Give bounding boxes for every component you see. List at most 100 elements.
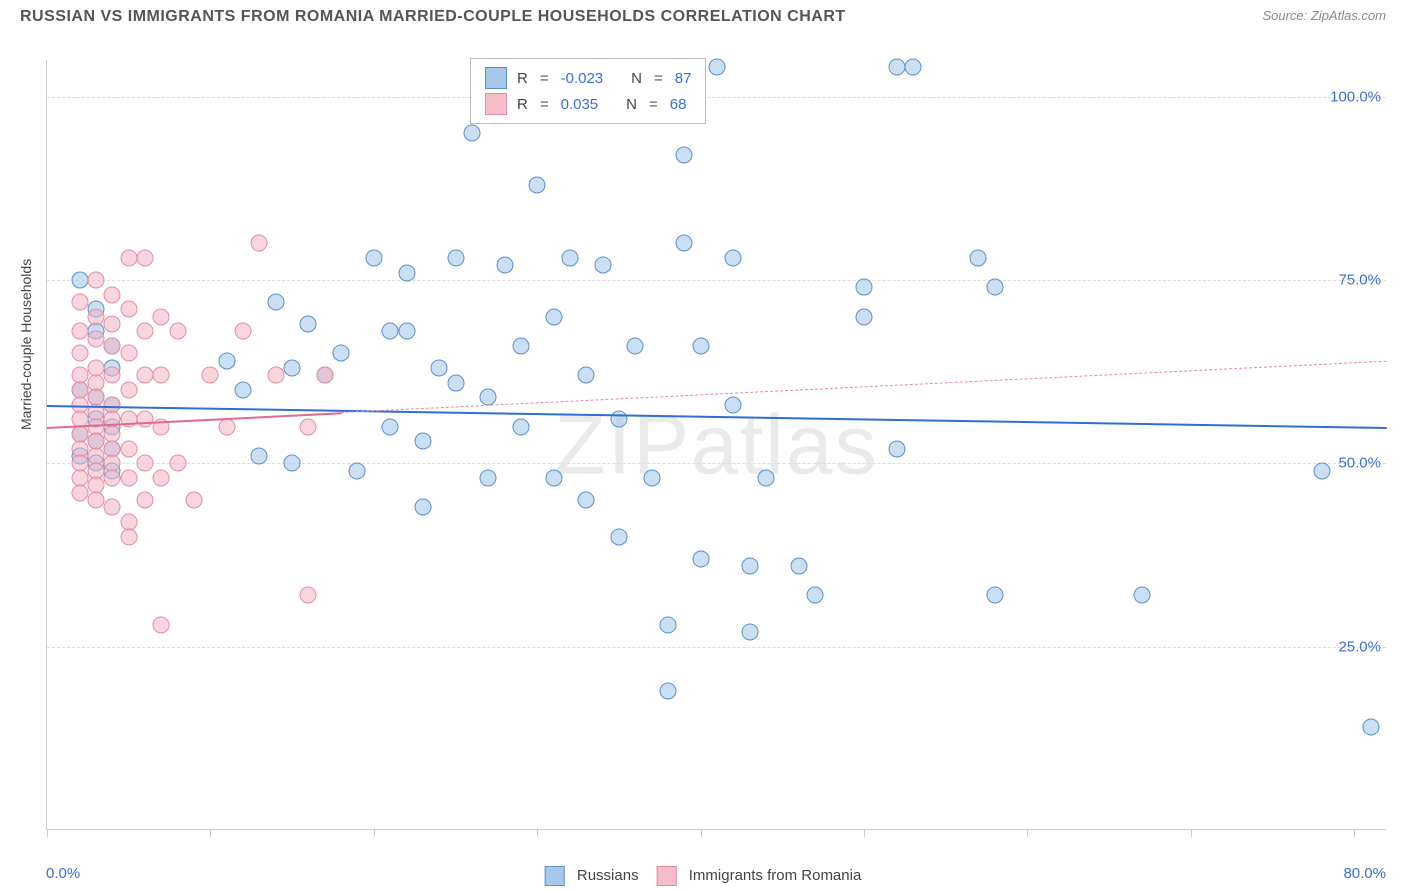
scatter-point-russians: [1362, 719, 1379, 736]
scatter-point-russians: [790, 558, 807, 575]
grid-line: [47, 647, 1386, 648]
x-tick-label-right: 80.0%: [1343, 865, 1386, 882]
scatter-point-russians: [578, 367, 595, 384]
stats-n-value-russians: 87: [675, 70, 692, 87]
trend-line: [341, 361, 1387, 413]
scatter-point-russians: [267, 294, 284, 311]
scatter-point-russians: [251, 448, 268, 465]
scatter-point-russians: [463, 125, 480, 142]
scatter-point-russians: [1133, 587, 1150, 604]
scatter-point-romania: [202, 367, 219, 384]
scatter-point-russians: [692, 550, 709, 567]
scatter-point-romania: [169, 455, 186, 472]
scatter-point-romania: [137, 492, 154, 509]
scatter-point-russians: [496, 257, 513, 274]
scatter-point-russians: [676, 147, 693, 164]
chart-container: Married-couple Households ZIPatlas R = -…: [0, 30, 1406, 892]
scatter-point-romania: [120, 345, 137, 362]
scatter-point-russians: [512, 418, 529, 435]
scatter-point-russians: [480, 389, 497, 406]
scatter-point-russians: [676, 235, 693, 252]
x-tick-label-left: 0.0%: [46, 865, 80, 882]
scatter-point-russians: [545, 470, 562, 487]
scatter-point-russians: [1313, 462, 1330, 479]
chart-header: RUSSIAN VS IMMIGRANTS FROM ROMANIA MARRI…: [0, 0, 1406, 26]
scatter-point-russians: [300, 316, 317, 333]
scatter-point-romania: [71, 323, 88, 340]
scatter-point-romania: [88, 492, 105, 509]
scatter-point-russians: [529, 176, 546, 193]
legend-item-romania: Immigrants from Romania: [657, 866, 862, 886]
scatter-point-russians: [545, 308, 562, 325]
stats-r-label: R: [517, 70, 528, 87]
scatter-point-romania: [88, 272, 105, 289]
x-tick: [1354, 829, 1355, 837]
stats-eq: =: [540, 70, 549, 87]
stats-n-label: N: [631, 70, 642, 87]
scatter-point-russians: [856, 279, 873, 296]
stats-n-label: N: [626, 96, 637, 113]
swatch-romania: [485, 93, 507, 115]
scatter-point-romania: [104, 316, 121, 333]
stats-r-value-romania: 0.035: [561, 96, 599, 113]
scatter-point-romania: [120, 382, 137, 399]
scatter-point-russians: [986, 279, 1003, 296]
grid-line: [47, 97, 1386, 98]
chart-source: Source: ZipAtlas.com: [1262, 8, 1386, 23]
scatter-point-romania: [267, 367, 284, 384]
grid-line: [47, 280, 1386, 281]
scatter-point-russians: [725, 396, 742, 413]
scatter-point-russians: [561, 250, 578, 267]
x-tick: [374, 829, 375, 837]
scatter-point-romania: [137, 323, 154, 340]
stats-legend-box: R = -0.023 N = 87 R = 0.035 N = 68: [470, 58, 706, 124]
scatter-point-russians: [741, 558, 758, 575]
scatter-point-russians: [447, 374, 464, 391]
scatter-point-romania: [104, 338, 121, 355]
scatter-point-russians: [643, 470, 660, 487]
x-tick: [701, 829, 702, 837]
scatter-point-romania: [71, 484, 88, 501]
scatter-point-russians: [480, 470, 497, 487]
scatter-point-russians: [333, 345, 350, 362]
scatter-point-romania: [120, 301, 137, 318]
x-tick: [537, 829, 538, 837]
scatter-point-russians: [382, 323, 399, 340]
scatter-point-romania: [120, 411, 137, 428]
scatter-point-romania: [186, 492, 203, 509]
scatter-point-romania: [137, 367, 154, 384]
legend-item-russians: Russians: [545, 866, 639, 886]
stats-r-label: R: [517, 96, 528, 113]
scatter-point-russians: [659, 682, 676, 699]
scatter-point-romania: [120, 440, 137, 457]
bottom-legend: Russians Immigrants from Romania: [545, 866, 862, 886]
scatter-point-russians: [709, 59, 726, 76]
scatter-point-russians: [447, 250, 464, 267]
scatter-point-romania: [218, 418, 235, 435]
scatter-point-russians: [578, 492, 595, 509]
scatter-point-romania: [300, 418, 317, 435]
scatter-point-romania: [120, 250, 137, 267]
scatter-point-russians: [888, 440, 905, 457]
plot-area: ZIPatlas: [46, 60, 1386, 830]
scatter-point-russians: [414, 433, 431, 450]
stats-eq: =: [540, 96, 549, 113]
scatter-point-russians: [414, 499, 431, 516]
scatter-point-russians: [218, 352, 235, 369]
scatter-point-romania: [300, 587, 317, 604]
scatter-point-romania: [104, 367, 121, 384]
scatter-point-russians: [856, 308, 873, 325]
legend-label-romania: Immigrants from Romania: [689, 867, 862, 884]
scatter-point-romania: [251, 235, 268, 252]
scatter-point-romania: [120, 528, 137, 545]
legend-swatch-romania: [657, 866, 677, 886]
stats-n-value-romania: 68: [670, 96, 687, 113]
scatter-point-russians: [594, 257, 611, 274]
legend-label-russians: Russians: [577, 867, 639, 884]
scatter-point-russians: [284, 360, 301, 377]
scatter-point-russians: [659, 616, 676, 633]
scatter-point-russians: [284, 455, 301, 472]
x-tick: [210, 829, 211, 837]
x-tick: [1027, 829, 1028, 837]
scatter-point-romania: [235, 323, 252, 340]
